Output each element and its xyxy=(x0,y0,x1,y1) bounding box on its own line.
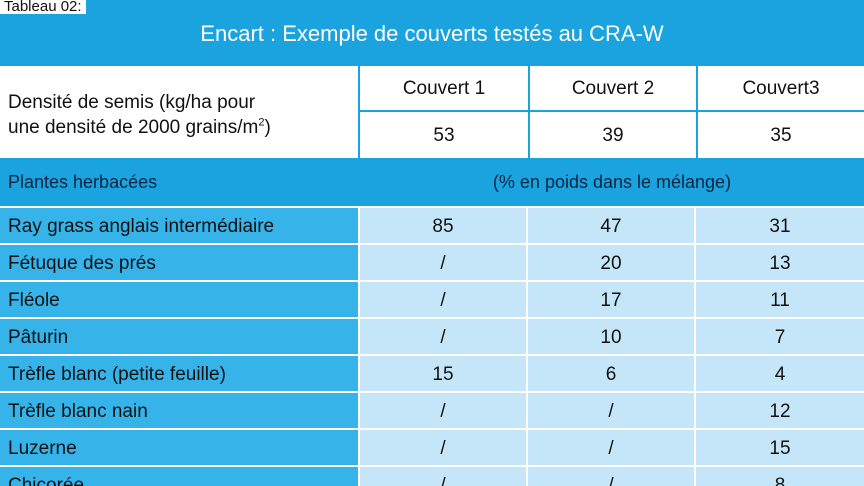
table-row: Fétuque des prés / 20 13 xyxy=(0,245,864,282)
density-label-line2: une densité de 2000 grains/m xyxy=(8,117,259,138)
table-row: Trèfle blanc nain / / 12 xyxy=(0,393,864,430)
table-row: Chicorée / / 8 xyxy=(0,467,864,486)
density-label-end: ) xyxy=(264,117,271,138)
density-label-superscript: 2 xyxy=(258,116,265,129)
value-couvert-1: / xyxy=(360,245,526,280)
value-couvert-2: 17 xyxy=(528,282,694,317)
table-row: Trèfle blanc (petite feuille) 15 6 4 xyxy=(0,356,864,393)
plant-name: Fétuque des prés xyxy=(0,245,358,280)
table-caption: Tableau 02: xyxy=(0,0,86,14)
density-value-couvert-2: 39 xyxy=(528,112,696,158)
value-couvert-1: 85 xyxy=(360,208,526,243)
value-couvert-1: / xyxy=(360,393,526,428)
value-couvert-3: 11 xyxy=(696,282,864,317)
plant-name: Chicorée xyxy=(0,467,358,486)
value-couvert-3: 7 xyxy=(696,319,864,354)
section-header: Plantes herbacées (% en poids dans le mé… xyxy=(0,158,864,206)
section-label: Plantes herbacées xyxy=(8,172,158,192)
section-unit-label: (% en poids dans le mélange) xyxy=(492,172,732,192)
value-couvert-2: / xyxy=(528,430,694,465)
density-value-couvert-1: 53 xyxy=(433,125,455,146)
table-row: Luzerne / / 15 xyxy=(0,430,864,467)
value-couvert-3: 31 xyxy=(696,208,864,243)
value-couvert-1: / xyxy=(360,319,526,354)
value-couvert-3: 12 xyxy=(696,393,864,428)
column-header-couvert-2: Couvert 2 xyxy=(528,66,696,112)
table-header: Densité de semis (kg/ha pour une densité… xyxy=(0,66,864,158)
table-row: Fléole / 17 11 xyxy=(0,282,864,319)
value-couvert-2: 20 xyxy=(528,245,694,280)
density-label: Densité de semis (kg/ha pour une densité… xyxy=(0,66,360,158)
column-header-couvert-3: Couvert3 xyxy=(696,66,864,112)
table-row: Ray grass anglais intermédiaire 85 47 31 xyxy=(0,208,864,245)
table-row: Pâturin / 10 7 xyxy=(0,319,864,356)
title-band: Encart : Exemple de couverts testés au C… xyxy=(0,0,864,66)
value-couvert-3: 13 xyxy=(696,245,864,280)
value-couvert-2: 10 xyxy=(528,319,694,354)
plant-name: Pâturin xyxy=(0,319,358,354)
density-value-couvert-3: 35 xyxy=(696,112,864,158)
value-couvert-2: / xyxy=(528,393,694,428)
plant-name: Luzerne xyxy=(0,430,358,465)
plant-name: Ray grass anglais intermédiaire xyxy=(0,208,358,243)
table-body: Ray grass anglais intermédiaire 85 47 31… xyxy=(0,208,864,486)
value-couvert-3: 4 xyxy=(696,356,864,391)
value-couvert-1: / xyxy=(360,430,526,465)
value-couvert-3: 8 xyxy=(696,467,864,486)
density-label-line1: Densité de semis (kg/ha pour xyxy=(8,92,256,113)
plant-name: Fléole xyxy=(0,282,358,317)
value-couvert-1: / xyxy=(360,282,526,317)
plant-name: Trèfle blanc nain xyxy=(0,393,358,428)
value-couvert-1: 15 xyxy=(360,356,526,391)
value-couvert-1: / xyxy=(360,467,526,486)
table-title: Encart : Exemple de couverts testés au C… xyxy=(200,21,664,46)
plant-name: Trèfle blanc (petite feuille) xyxy=(0,356,358,391)
column-header-couvert-1: Couvert 1 xyxy=(360,66,528,112)
value-couvert-3: 15 xyxy=(696,430,864,465)
value-couvert-2: / xyxy=(528,467,694,486)
value-couvert-2: 6 xyxy=(528,356,694,391)
value-couvert-2: 47 xyxy=(528,208,694,243)
